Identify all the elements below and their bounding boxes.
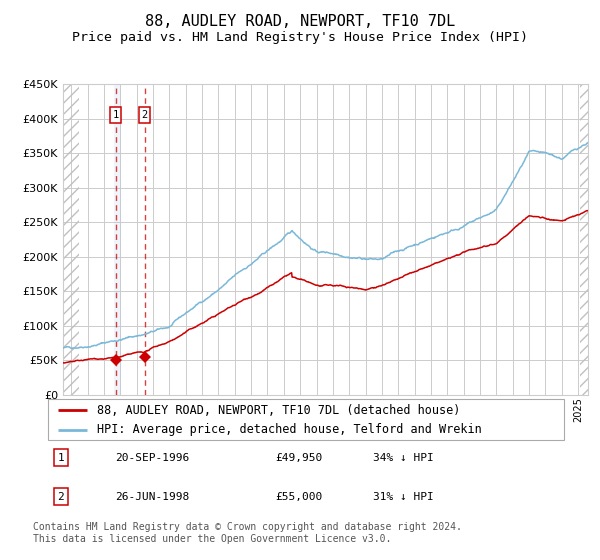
Text: 20-SEP-1996: 20-SEP-1996	[115, 452, 190, 463]
Text: Contains HM Land Registry data © Crown copyright and database right 2024.
This d: Contains HM Land Registry data © Crown c…	[33, 522, 462, 544]
Text: 1: 1	[113, 110, 119, 120]
Text: 2: 2	[142, 110, 148, 120]
Text: Price paid vs. HM Land Registry's House Price Index (HPI): Price paid vs. HM Land Registry's House …	[72, 31, 528, 44]
Text: 88, AUDLEY ROAD, NEWPORT, TF10 7DL (detached house): 88, AUDLEY ROAD, NEWPORT, TF10 7DL (deta…	[97, 404, 460, 417]
Text: 34% ↓ HPI: 34% ↓ HPI	[373, 452, 434, 463]
Text: £49,950: £49,950	[275, 452, 322, 463]
Text: 1: 1	[58, 452, 64, 463]
Text: £55,000: £55,000	[275, 492, 322, 502]
Text: HPI: Average price, detached house, Telford and Wrekin: HPI: Average price, detached house, Telf…	[97, 423, 482, 436]
Text: 26-JUN-1998: 26-JUN-1998	[115, 492, 190, 502]
FancyBboxPatch shape	[48, 399, 564, 440]
Text: 88, AUDLEY ROAD, NEWPORT, TF10 7DL: 88, AUDLEY ROAD, NEWPORT, TF10 7DL	[145, 14, 455, 29]
Text: 31% ↓ HPI: 31% ↓ HPI	[373, 492, 434, 502]
Text: 2: 2	[58, 492, 64, 502]
Bar	[115, 84, 121, 395]
